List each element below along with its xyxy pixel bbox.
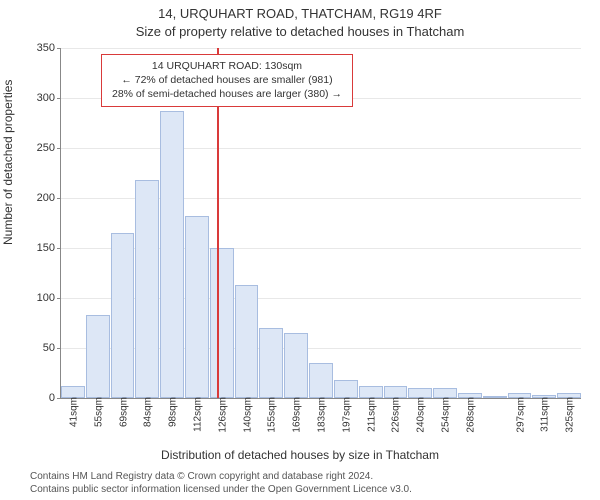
x-tick-label: 112sqm: [190, 397, 203, 432]
y-tick-label: 0: [49, 392, 61, 404]
x-axis-label: Distribution of detached houses by size …: [0, 448, 600, 462]
x-tick-label: 183sqm: [315, 397, 328, 433]
attribution: Contains HM Land Registry data © Crown c…: [30, 471, 590, 496]
x-tick-label: 297sqm: [513, 397, 526, 433]
x-tick-label: 211sqm: [364, 397, 377, 432]
bar: [483, 396, 507, 398]
bar: 155sqm: [259, 328, 283, 398]
x-tick-label: 126sqm: [215, 397, 228, 433]
bar: 126sqm: [210, 248, 234, 398]
bar: 69sqm: [111, 233, 135, 398]
bar: 140sqm: [235, 285, 259, 398]
bar: 55sqm: [86, 315, 110, 398]
y-tick-label: 200: [37, 192, 61, 204]
y-tick-label: 50: [43, 342, 61, 354]
bar: 169sqm: [284, 333, 308, 398]
x-tick-label: 268sqm: [463, 397, 476, 433]
annotation-box: 14 URQUHART ROAD: 130sqm ← 72% of detach…: [101, 54, 353, 107]
attribution-line2: Contains public sector information licen…: [30, 484, 590, 497]
annotation-line2: ← 72% of detached houses are smaller (98…: [112, 73, 342, 87]
x-tick-label: 197sqm: [339, 397, 352, 433]
attribution-line1: Contains HM Land Registry data © Crown c…: [30, 471, 590, 484]
bar: 240sqm: [408, 388, 432, 398]
x-tick-label: 240sqm: [414, 397, 427, 433]
bar: 84sqm: [135, 180, 159, 398]
chart-container: 14, URQUHART ROAD, THATCHAM, RG19 4RF Si…: [0, 0, 600, 500]
bar: 268sqm: [458, 393, 482, 398]
x-tick-label: 98sqm: [166, 397, 179, 427]
x-tick-label: 226sqm: [389, 397, 402, 433]
bar: 112sqm: [185, 216, 209, 398]
chart-title-main: 14, URQUHART ROAD, THATCHAM, RG19 4RF: [0, 6, 600, 21]
x-tick-label: 140sqm: [240, 397, 253, 433]
bar: 311sqm: [532, 395, 556, 398]
chart-title-sub: Size of property relative to detached ho…: [0, 24, 600, 39]
bar: 211sqm: [359, 386, 383, 398]
annotation-line3: 28% of semi-detached houses are larger (…: [112, 87, 342, 101]
plot-area: 41sqm55sqm69sqm84sqm98sqm112sqm126sqm140…: [60, 48, 581, 399]
y-tick-label: 250: [37, 142, 61, 154]
x-tick-label: 41sqm: [66, 397, 79, 427]
x-tick-label: 155sqm: [265, 397, 278, 433]
y-tick-label: 100: [37, 292, 61, 304]
bar: 297sqm: [508, 393, 532, 398]
x-tick-label: 55sqm: [91, 397, 104, 427]
bar: 197sqm: [334, 380, 358, 398]
bar: 41sqm: [61, 386, 85, 398]
x-tick-label: 84sqm: [141, 397, 154, 427]
y-tick-label: 150: [37, 242, 61, 254]
bar: 183sqm: [309, 363, 333, 398]
x-tick-label: 254sqm: [439, 397, 452, 433]
y-tick-label: 350: [37, 42, 61, 54]
x-tick-label: 69sqm: [116, 397, 129, 427]
annotation-line1: 14 URQUHART ROAD: 130sqm: [112, 59, 342, 73]
y-axis-label: Number of detached properties: [1, 80, 15, 245]
bar: 98sqm: [160, 111, 184, 398]
y-tick-label: 300: [37, 92, 61, 104]
x-tick-label: 169sqm: [290, 397, 303, 433]
bar: 325sqm: [557, 393, 581, 398]
x-tick-label: 325sqm: [563, 397, 576, 433]
bar: 254sqm: [433, 388, 457, 398]
bar: 226sqm: [384, 386, 408, 398]
x-tick-label: 311sqm: [538, 397, 551, 432]
